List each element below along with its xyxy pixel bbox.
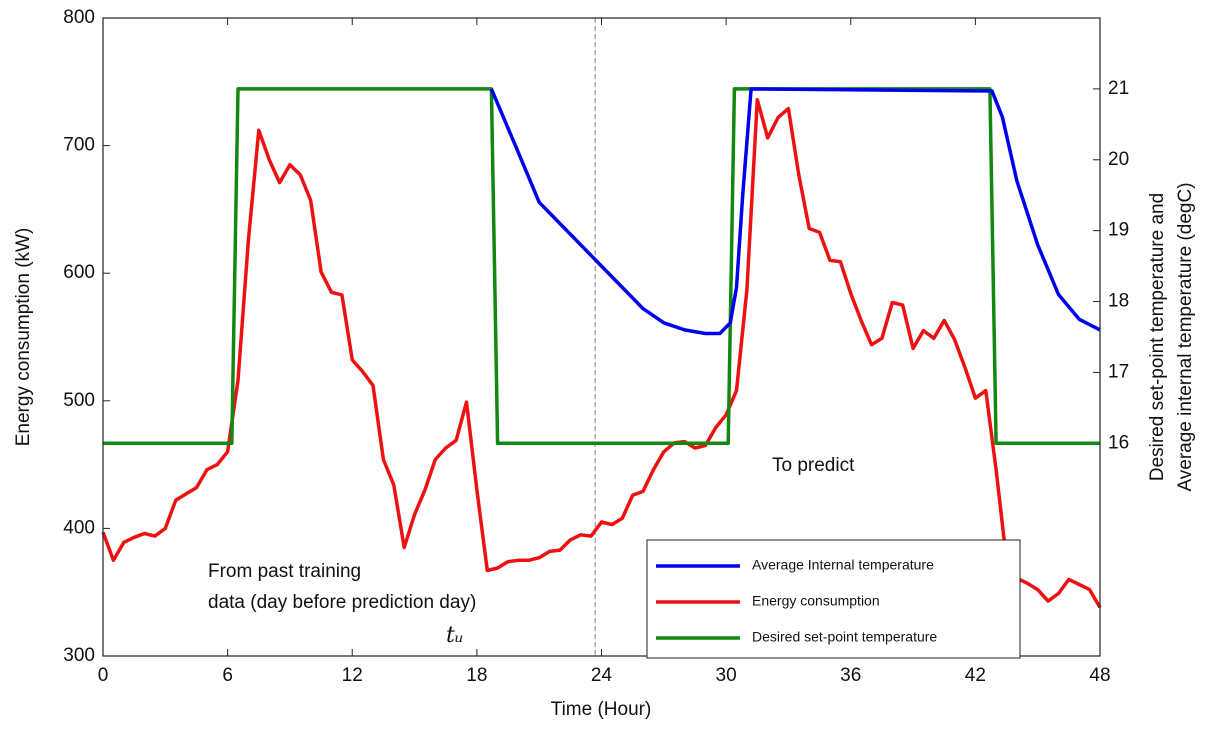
y2-tick-label: 21 (1108, 78, 1129, 99)
y2-tick-label: 20 (1108, 149, 1129, 170)
annotation: To predict (772, 455, 855, 476)
y2-axis-label: Desired set-point temperature and (1147, 193, 1168, 481)
y-tick-label: 800 (63, 7, 95, 28)
x-tick-label: 6 (222, 665, 233, 686)
annotation: tᵤ (446, 623, 464, 648)
annotation: data (day before prediction day) (208, 592, 476, 613)
x-axis-label: Time (Hour) (551, 699, 652, 720)
series-line (101, 97, 1102, 609)
y2-tick-label: 18 (1108, 291, 1129, 312)
y-tick-label: 300 (63, 645, 95, 666)
y-tick-label: 500 (63, 390, 95, 411)
x-tick-label: 42 (965, 665, 986, 686)
y2-tick-label: 19 (1108, 220, 1129, 241)
legend-label: Average Internal temperature (752, 557, 934, 573)
x-tick-label: 0 (98, 665, 109, 686)
x-tick-label: 36 (840, 665, 861, 686)
y2-axis-label: Average internal temperature (degC) (1175, 182, 1196, 491)
legend: Average Internal temperature Energy consu… (646, 539, 1021, 659)
y-tick-label: 700 (63, 135, 95, 156)
y-tick-label: 400 (63, 517, 95, 538)
annotation: From past training (208, 561, 361, 582)
x-tick-label: 24 (591, 665, 613, 686)
series-line (489, 87, 1101, 336)
plot-frame (102, 17, 1101, 657)
y2-tick-label: 17 (1108, 361, 1129, 382)
y-axis-label: Energy consumption (kW) (13, 228, 34, 447)
x-tick-label: 12 (342, 665, 363, 686)
series-line (103, 87, 1100, 446)
legend-label: Energy consumption (752, 593, 880, 609)
y2-tick-label: 16 (1108, 432, 1129, 453)
x-tick-label: 18 (466, 665, 487, 686)
legend-label: Desired set-point temperature (752, 629, 937, 645)
x-tick-label: 48 (1089, 665, 1110, 686)
y-tick-label: 600 (63, 262, 95, 283)
x-tick-label: 30 (716, 665, 737, 686)
